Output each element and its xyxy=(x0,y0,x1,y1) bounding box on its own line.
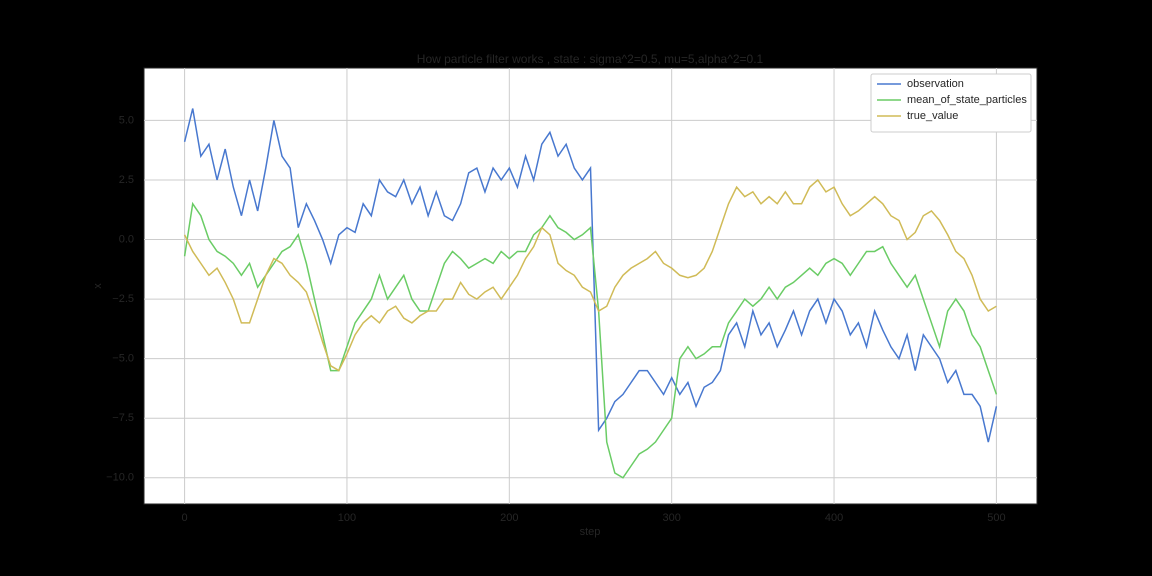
legend-box xyxy=(870,73,1032,133)
line xyxy=(183,178,997,372)
y-tick-label: 0.0 xyxy=(119,233,134,245)
legend-label: observation xyxy=(907,78,964,90)
x-tick-label: 100 xyxy=(338,512,356,524)
y-tick-label: 2.5 xyxy=(119,174,134,186)
y-tick-label: 5.0 xyxy=(119,114,134,126)
y-tick-label: −10.0 xyxy=(106,472,134,484)
x-tick-label: 500 xyxy=(987,512,1005,524)
plot-area xyxy=(143,67,1038,505)
y-tick-label: −7.5 xyxy=(112,412,134,424)
y-tick-label: −5.0 xyxy=(112,353,134,365)
x-tick-label: 300 xyxy=(663,512,681,524)
x-tick-label: 200 xyxy=(500,512,518,524)
x-axis-label: step xyxy=(580,526,601,538)
x-tick-label: 0 xyxy=(182,512,188,524)
y-tick-label: −2.5 xyxy=(112,293,134,305)
line xyxy=(183,201,998,479)
x-tick-label: 400 xyxy=(825,512,843,524)
chart-title: How particle filter works , state : sigm… xyxy=(417,52,764,66)
line xyxy=(183,108,998,443)
y-axis-label: x xyxy=(92,283,104,289)
legend-label: true_value xyxy=(907,110,958,122)
legend-label: mean_of_state_particles xyxy=(907,94,1027,106)
